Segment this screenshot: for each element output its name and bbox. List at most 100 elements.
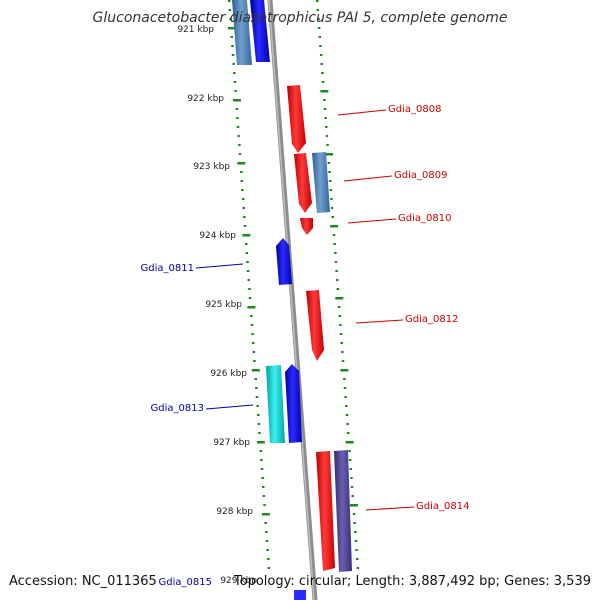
cds-gdia-0810[interactable] [300,218,313,235]
cds-gdia-0814[interactable] [316,451,335,571]
cds-gdia-0813-cyan[interactable] [266,365,285,443]
gene-label-gdia-0808[interactable]: Gdia_0808 [388,104,441,115]
right-track-dot [345,414,349,416]
left-track-dot [232,63,235,65]
left-track-dot [261,513,270,516]
right-track-dot [330,225,339,228]
right-track-dot [343,387,347,389]
right-track-dot [336,288,340,290]
cds-gdia-0809[interactable] [294,153,312,213]
right-track-dot [354,531,357,533]
right-track-dot [354,540,358,542]
right-track-dot [316,0,319,2]
right-track-dot [320,90,329,93]
left-track-dot [227,27,236,30]
left-track-dot [267,567,271,569]
left-track-dot [237,135,240,137]
right-track-dot [317,18,320,20]
right-track-dot [328,171,331,173]
left-track-dot [229,18,232,20]
left-track-dot [246,261,249,263]
right-track-dot [348,459,352,461]
right-track-dot [323,99,326,101]
cds-gdia-0812[interactable] [306,290,324,361]
left-track-dot [262,486,265,488]
ruler-label-924: 924 kbp [199,231,236,241]
ruler-label-925: 925 kbp [205,300,242,310]
right-track-dot [335,297,344,300]
cds-gdia-0814-slate[interactable] [334,450,352,572]
left-track-dot [233,81,237,83]
right-track-dot [316,9,320,11]
cds-gdia-0809-steel[interactable] [312,152,330,213]
gene-label-gdia-0813[interactable]: Gdia_0813 [151,403,204,414]
left-track-dot [243,216,246,218]
right-track-dot [349,468,352,470]
left-track-dot [237,162,246,165]
left-track-dot [242,234,251,237]
left-track-dot [231,45,234,47]
right-track-dot [338,315,342,317]
cds-top-steel[interactable] [232,0,252,65]
ruler-label-929: 929 kbp [220,576,257,586]
left-track-dot [242,207,245,209]
left-track-dot [257,414,260,416]
right-track-dot [333,243,336,245]
left-track-dot [232,99,241,102]
right-track-dot [346,423,349,425]
left-track-dot [238,153,242,155]
gene-labels: Gdia_0808 Gdia_0809 Gdia_0810 Gdia_0811 … [141,104,470,588]
left-track-dot [266,549,269,551]
accession-text: Accession: NC_011365 [9,574,157,589]
right-track-dot [332,234,336,236]
cds-gdia-0813[interactable] [285,364,302,443]
gene-label-gdia-0811[interactable]: Gdia_0811 [141,263,194,274]
left-track-dot [261,477,264,479]
right-track-dot [320,63,323,65]
right-track-dot [356,567,360,569]
left-track-dot [256,405,259,407]
left-track-dot [247,306,256,309]
cds-top-blue[interactable] [250,0,270,62]
left-track-dot [235,108,239,110]
ruler-label-926: 926 kbp [210,369,247,379]
cds-gdia-0808[interactable] [287,85,306,153]
left-track-dot [263,504,266,506]
right-track-dot [325,153,333,156]
right-track-dot [321,72,324,74]
right-track-dot [321,81,325,83]
left-track-dot [265,531,268,533]
left-track-dot [247,279,250,281]
cds-gdia-0815[interactable] [294,590,306,600]
gene-label-gdia-0812[interactable]: Gdia_0812 [405,314,458,325]
right-track-dot [318,36,322,38]
right-track-dot [329,189,332,191]
gene-label-gdia-0815[interactable]: Gdia_0815 [159,577,212,588]
gene-label-gdia-0810[interactable]: Gdia_0810 [398,213,451,224]
left-track-dot [260,459,263,461]
left-track-dot [262,495,266,497]
right-track-dot [350,477,353,479]
left-track-dot [233,72,236,74]
gene-label-gdia-0814[interactable]: Gdia_0814 [416,501,469,512]
ruler-label-922: 922 kbp [187,94,224,104]
left-track-dot [258,432,261,434]
gene-label-gdia-0809[interactable]: Gdia_0809 [394,170,447,181]
leader-gdia-0813 [205,404,254,410]
left-track-dot [248,297,252,299]
right-track-dot [325,135,329,137]
right-track-dot [317,27,321,29]
right-track-dot [356,558,359,560]
left-track-dot [234,90,237,92]
cds-gdia-0811[interactable] [276,238,292,285]
right-track-dot [340,342,343,344]
ruler-label-928: 928 kbp [216,507,253,517]
right-track-dot [348,450,351,452]
right-track-dot [339,333,343,335]
left-track-dot [251,369,260,372]
left-track-dot [255,387,258,389]
right-track-dot [351,495,354,497]
right-track-dot [325,126,328,128]
left-track-dot [252,351,256,353]
